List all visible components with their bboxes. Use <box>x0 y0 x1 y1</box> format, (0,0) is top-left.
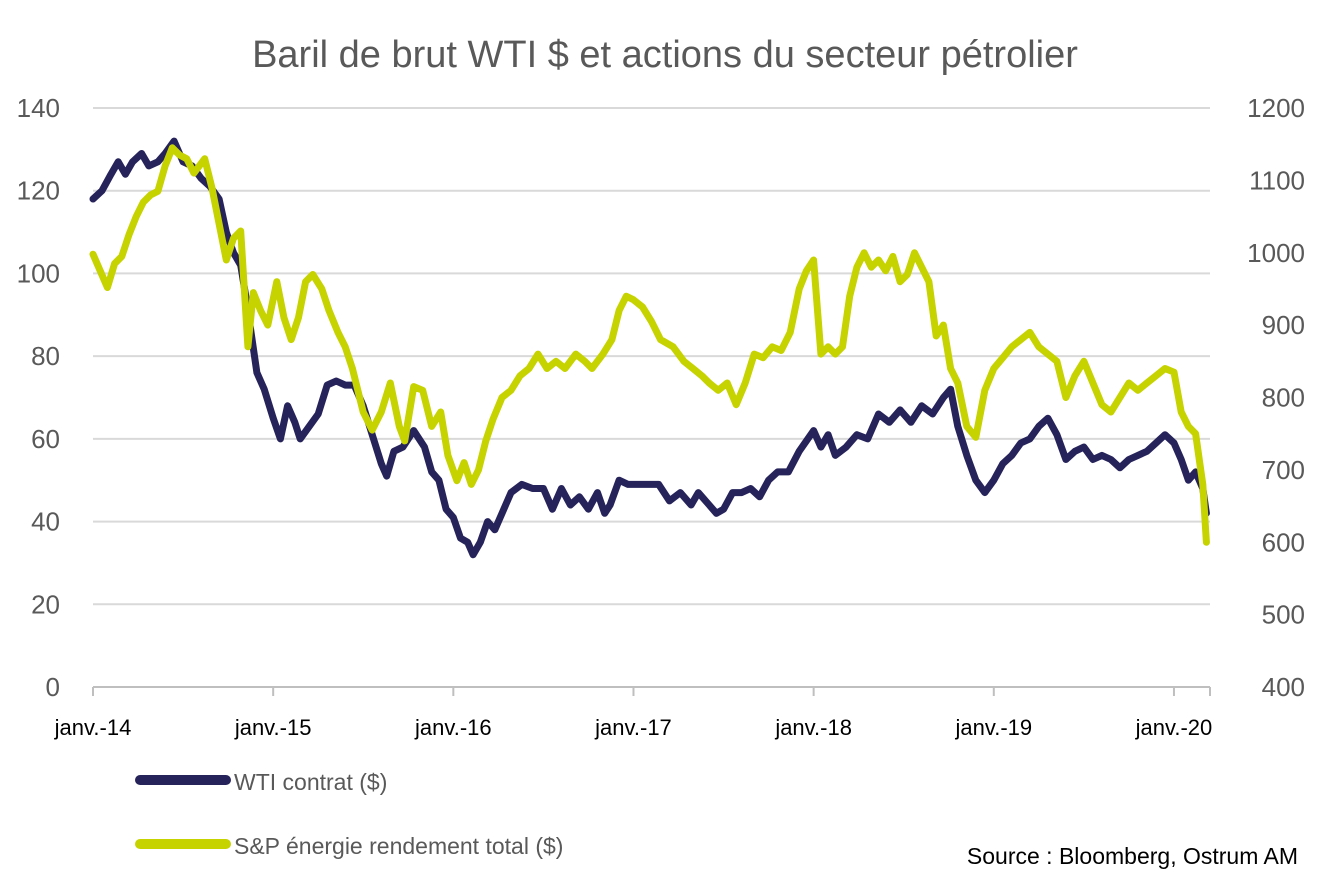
gridlines <box>93 107 1210 606</box>
legend-label-wti: WTI contrat ($) <box>234 769 387 795</box>
right-tick-label: 700 <box>1262 455 1305 485</box>
x-tick-label: janv.-19 <box>954 715 1032 740</box>
right-tick-label: 500 <box>1262 600 1305 630</box>
right-tick-label: 1200 <box>1247 93 1305 123</box>
right-tick-label: 600 <box>1262 527 1305 557</box>
right-tick-label: 900 <box>1262 310 1305 340</box>
legend-label-sp-energy: S&P énergie rendement total ($) <box>234 833 563 859</box>
left-tick-label: 100 <box>17 258 60 288</box>
left-tick-label: 0 <box>46 672 60 702</box>
left-tick-label: 140 <box>17 93 60 123</box>
left-tick-label: 80 <box>31 341 60 371</box>
source-note: Source : Bloomberg, Ostrum AM <box>967 843 1298 869</box>
x-tick-label: janv.-17 <box>594 715 672 740</box>
series-line-sp-energy <box>89 144 1210 546</box>
x-tick-label: janv.-15 <box>234 715 312 740</box>
right-axis-ticks: 400 500 600 700 800 900 1000 1100 1200 <box>1247 93 1305 702</box>
left-tick-label: 60 <box>31 424 60 454</box>
chart-title: Baril de brut WTI $ et actions du secteu… <box>252 34 1078 76</box>
right-tick-label: 400 <box>1262 672 1305 702</box>
left-tick-label: 120 <box>17 176 60 206</box>
left-axis-ticks: 0 20 40 60 80 100 120 140 <box>17 93 60 702</box>
x-tick-label: janv.-18 <box>774 715 852 740</box>
x-tick-label: janv.-16 <box>414 715 492 740</box>
x-tick-label: janv.-14 <box>54 715 132 740</box>
legend: WTI contrat ($) S&P énergie rendement to… <box>135 769 563 859</box>
left-tick-label: 20 <box>31 589 60 619</box>
right-tick-label: 1000 <box>1247 238 1305 268</box>
left-tick-label: 40 <box>31 507 60 537</box>
right-tick-label: 800 <box>1262 383 1305 413</box>
series-layer <box>89 137 1210 559</box>
series-line-wti <box>89 137 1210 559</box>
x-tick-label: janv.-20 <box>1135 715 1213 740</box>
right-tick-label: 1100 <box>1249 165 1305 195</box>
x-axis-ticks: janv.-14 janv.-15 janv.-16 janv.-17 janv.-18… <box>54 687 1213 740</box>
